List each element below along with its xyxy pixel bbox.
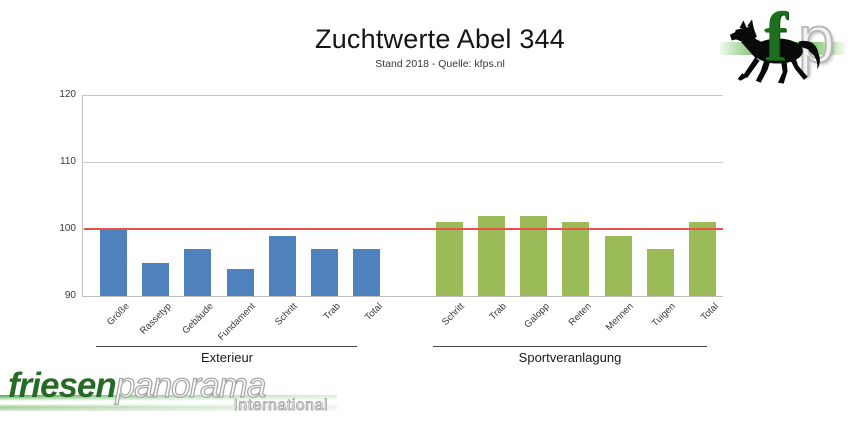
group-label-exterieur: Exterieur [200,350,254,365]
friesenpanorama-logo: friesenpanorama International [0,364,340,424]
bar-exterieur-größe [100,229,127,296]
kfp-logo-letter-f: f [764,0,788,76]
reference-line-100 [84,228,723,230]
bar-exterieur-trab [311,249,338,296]
bar-exterieur-rassetyp [142,262,170,296]
friesenpanorama-international-label: International [233,397,328,415]
chart-header: Zuchtwerte Abel 344 Stand 2018 - Quelle:… [140,24,740,70]
gridline-110 [83,161,723,163]
group-underline-sportveranlagung [433,346,707,347]
y-tick-label-120: 120 [59,89,76,100]
group-label-sportveranlagung: Sportveranlagung [518,350,622,365]
bar-sportveranlagung-reiten [562,222,590,296]
chart-subtitle: Stand 2018 - Quelle: kfps.nl [375,58,505,70]
bar-sportveranlagung-tuigen [646,249,674,296]
bar-exterieur-gebäude [184,249,212,296]
friesenpanorama-wordmark-friesen: friesen [8,366,117,405]
bar-sportveranlagung-schritt [435,222,463,296]
bar-exterieur-schritt [268,235,296,296]
bar-exterieur-fundament [226,269,254,296]
friesenpanorama-wordmark-panorama: panorama [115,365,267,405]
bar-exterieur-total [353,249,381,296]
x-axis-line [82,296,723,297]
y-tick-label-110: 110 [60,156,76,167]
bar-sportveranlagung-total [689,222,716,296]
kfp-logo: p f [720,0,846,89]
y-tick-label-100: 100 [59,223,76,234]
bar-sportveranlagung-mennen [604,235,632,296]
friesenpanorama-gradient-bar [0,395,337,411]
chart-title: Zuchtwerte Abel 344 [315,24,565,54]
friesenpanorama-wordmark: friesenpanorama [8,365,267,406]
kfp-logo-letter-p: p [797,1,836,77]
y-axis-line [82,95,83,297]
horse-silhouette-icon [729,19,820,84]
y-tick-label-90: 90 [64,290,76,301]
gridline-120 [83,94,723,96]
group-underline-exterieur [96,346,357,347]
